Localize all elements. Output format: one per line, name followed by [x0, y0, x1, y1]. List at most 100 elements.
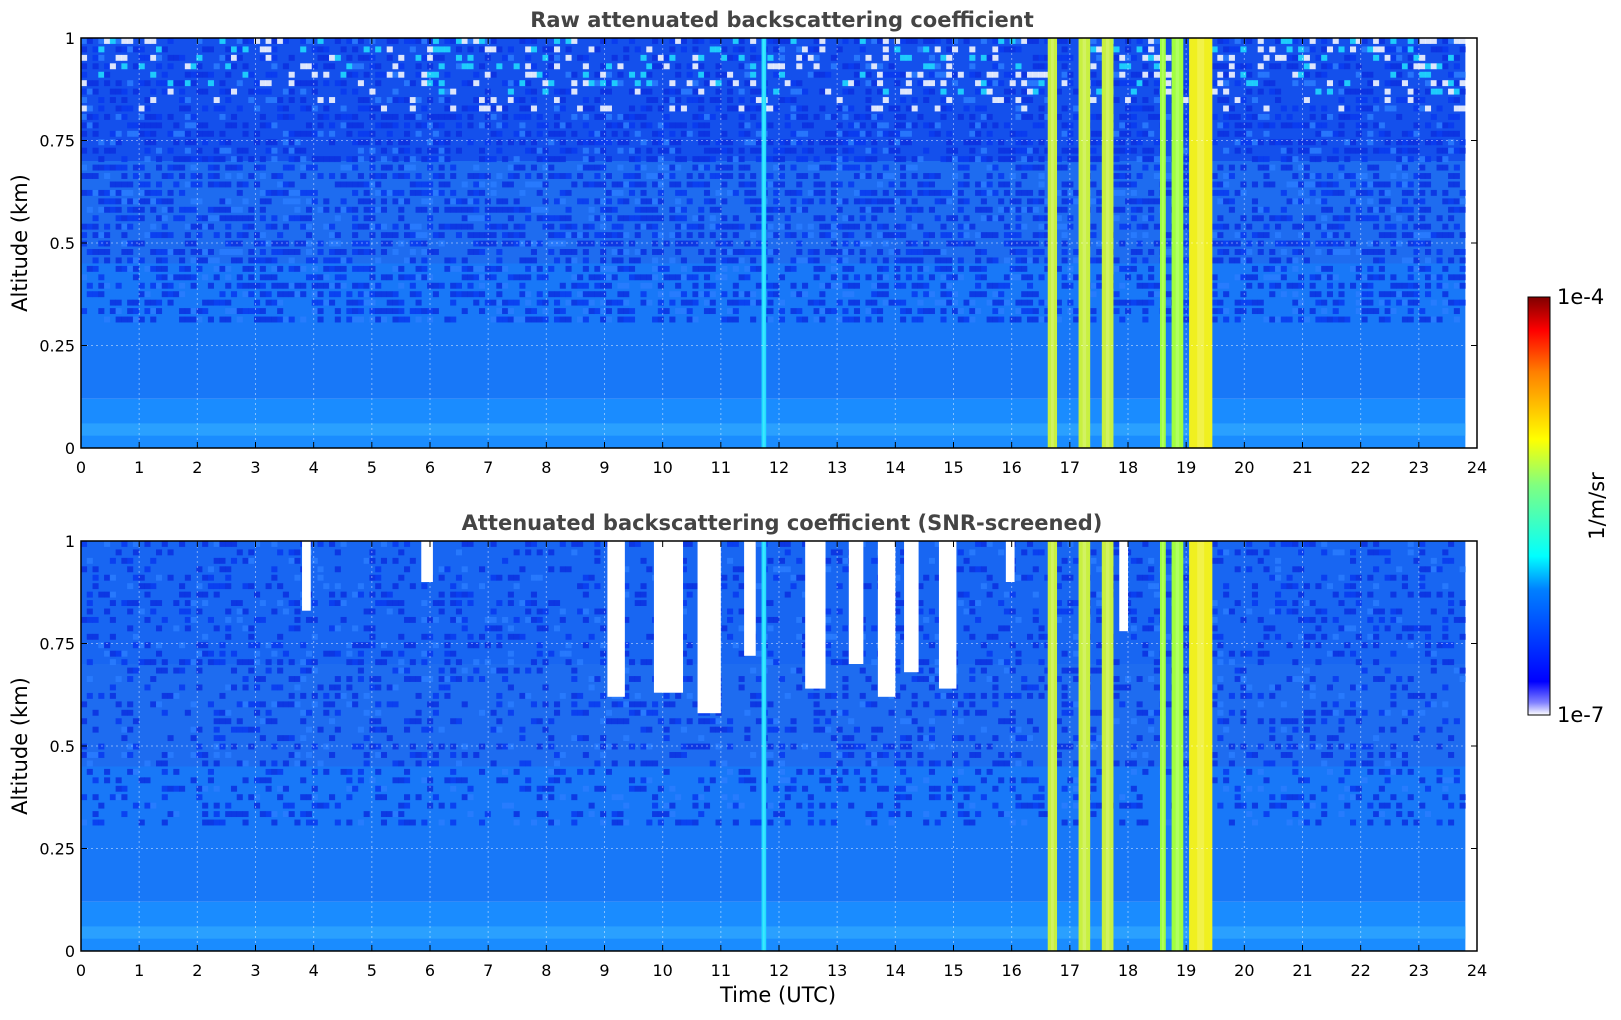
- noise-cell: [1275, 274, 1282, 281]
- noise-cell: [986, 71, 993, 78]
- noise-cell: [138, 181, 145, 188]
- noise-cell: [646, 46, 653, 53]
- noise-cell: [1067, 198, 1074, 205]
- noise-cell: [1419, 308, 1426, 315]
- noise-cell: [254, 802, 261, 809]
- noise-cell: [1142, 198, 1149, 205]
- noise-cell: [230, 240, 238, 247]
- noise-cell: [565, 122, 572, 129]
- noise-cell: [732, 80, 739, 87]
- noise-cell: [248, 659, 255, 666]
- noise-cell: [1321, 274, 1328, 281]
- noise-cell: [346, 164, 353, 171]
- noise-cell: [1361, 97, 1368, 103]
- noise-cell: [380, 147, 388, 154]
- noise-cell: [86, 265, 93, 272]
- noise-cell: [265, 46, 272, 53]
- noise-cell: [680, 291, 687, 298]
- noise-cell: [196, 785, 203, 792]
- noise-cell: [600, 299, 607, 306]
- noise-cell: [1263, 105, 1270, 112]
- noise-cell: [1390, 240, 1397, 247]
- noise-cell: [1309, 38, 1316, 44]
- noise-cell: [1367, 274, 1374, 281]
- noise-cell: [121, 38, 128, 44]
- noise-cell: [213, 232, 220, 239]
- noise-cell: [190, 316, 197, 323]
- noise-cell: [236, 240, 243, 247]
- noise-cell: [986, 156, 993, 163]
- noise-cell: [980, 122, 987, 129]
- noise-cell: [813, 54, 820, 61]
- noise-cell: [369, 282, 376, 289]
- noise-cell: [392, 97, 399, 103]
- noise-cell: [917, 299, 924, 306]
- noise-cell: [479, 265, 486, 272]
- noise-cell: [738, 46, 745, 53]
- noise-cell: [277, 265, 284, 272]
- noise-cell: [1303, 240, 1310, 247]
- noise-cell: [254, 164, 261, 171]
- noise-cell: [1326, 282, 1333, 289]
- noise-cell: [352, 71, 359, 78]
- noise-cell: [179, 164, 186, 171]
- noise-cell: [1269, 164, 1276, 171]
- noise-cell: [905, 88, 912, 95]
- noise-cell: [530, 240, 537, 247]
- noise-cell: [1125, 198, 1132, 205]
- noise-cell: [432, 80, 439, 87]
- noise-cell: [1257, 249, 1264, 255]
- noise-cell: [305, 257, 313, 264]
- noise-cell: [675, 223, 682, 230]
- noise-cell: [1407, 206, 1414, 213]
- noise-cell: [1298, 308, 1305, 315]
- noise-cell: [1401, 139, 1408, 146]
- noise-cell: [225, 215, 232, 222]
- noise-cell: [282, 105, 289, 112]
- noise-cell: [1407, 130, 1414, 137]
- noise-cell: [127, 726, 134, 733]
- noise-cell: [721, 54, 728, 61]
- noise-cell: [900, 113, 907, 120]
- noise-cell: [132, 574, 139, 581]
- noise-cell: [1055, 265, 1062, 272]
- noise-cell: [190, 282, 197, 289]
- noise-cell: [940, 113, 947, 120]
- noise-cell: [1350, 181, 1357, 188]
- noise-cell: [813, 63, 820, 70]
- noise-cell: [421, 274, 428, 281]
- noise-cell: [553, 173, 561, 179]
- noise-cell: [1263, 274, 1270, 281]
- noise-cell: [1373, 164, 1380, 171]
- noise-cell: [225, 811, 232, 818]
- noise-cell: [755, 240, 762, 247]
- noise-cell: [940, 282, 947, 289]
- noise-cell: [1015, 189, 1022, 196]
- noise-cell: [144, 299, 151, 306]
- noise-cell: [1148, 71, 1155, 78]
- noise-cell: [940, 308, 947, 315]
- noise-cell: [582, 198, 589, 205]
- noise-cell: [92, 794, 99, 801]
- noise-cell: [1390, 63, 1397, 70]
- noise-cell: [703, 113, 711, 120]
- noise-cell: [369, 299, 376, 306]
- noise-cell: [254, 541, 261, 547]
- noise-cell: [305, 38, 313, 44]
- noise-cell: [617, 223, 624, 230]
- noise-cell: [259, 173, 266, 179]
- noise-cell: [357, 291, 364, 298]
- noise-cell: [1286, 240, 1293, 247]
- noise-cell: [1424, 274, 1432, 281]
- noise-cell: [934, 198, 941, 205]
- noise-cell: [340, 113, 347, 120]
- noise-cell: [934, 189, 941, 196]
- noise-cell: [259, 308, 266, 315]
- noise-cell: [767, 223, 774, 230]
- noise-cell: [727, 147, 734, 154]
- noise-cell: [900, 181, 907, 188]
- noise-cell: [294, 139, 301, 146]
- noise-cell: [1061, 232, 1068, 239]
- noise-cell: [92, 257, 99, 264]
- noise-cell: [427, 282, 434, 289]
